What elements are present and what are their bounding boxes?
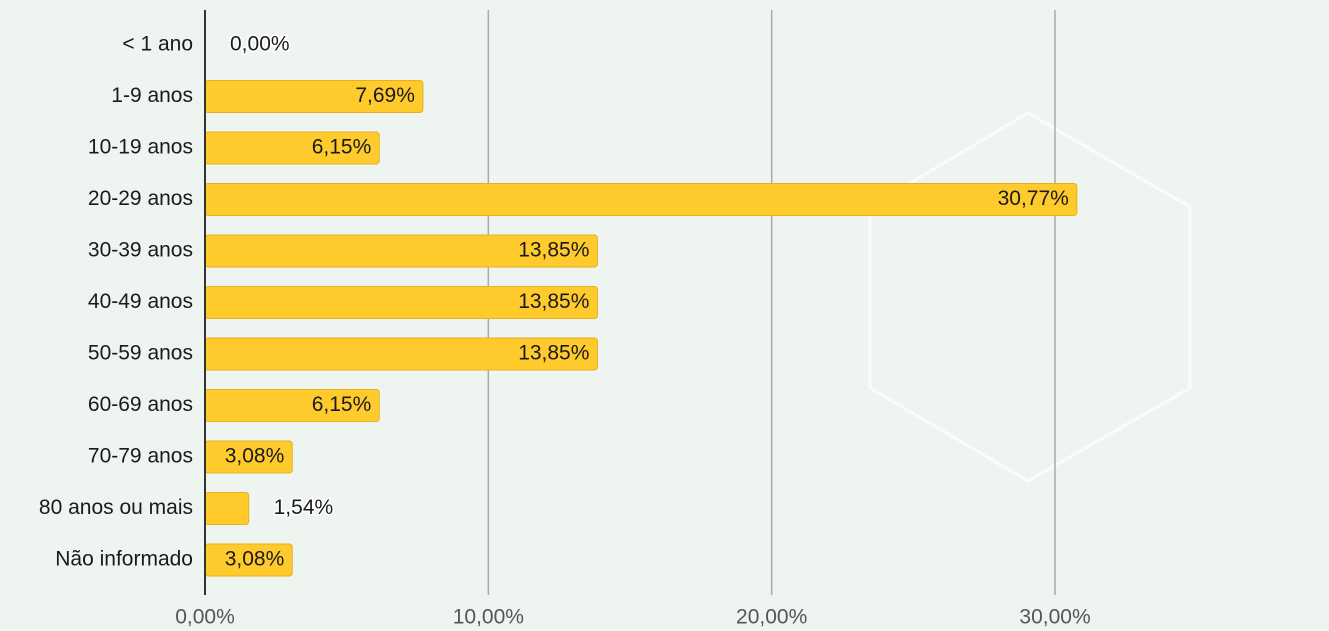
- y-tick-label: 80 anos ou mais: [39, 496, 193, 519]
- data-label: 30,77%: [998, 187, 1069, 210]
- data-label: 3,08%: [225, 445, 285, 468]
- y-tick-label: 50-59 anos: [88, 342, 193, 365]
- y-tick-label: < 1 ano: [122, 33, 193, 56]
- data-label: 0,00%: [230, 33, 290, 56]
- x-tick-label: 20,00%: [736, 606, 807, 629]
- y-tick-label: 1-9 anos: [111, 84, 193, 107]
- chart: 0,00% 10,00% 20,00% 30,00% < 1 ano 0,00% 1-9 a…: [0, 0, 1329, 631]
- bar: [205, 184, 1077, 216]
- x-tick-label: 10,00%: [453, 606, 524, 629]
- y-tick-label: 40-49 anos: [88, 290, 193, 313]
- background-decoration: [870, 113, 1190, 481]
- data-label: 13,85%: [518, 239, 589, 262]
- y-tick-label: Não informado: [55, 548, 193, 571]
- data-label: 6,15%: [312, 136, 372, 159]
- x-tick-label: 0,00%: [175, 606, 235, 629]
- page: {"chart_data": {"type": "bar", "orientat…: [0, 0, 1329, 631]
- x-tick-label: 30,00%: [1019, 606, 1090, 629]
- data-label: 3,08%: [225, 548, 285, 571]
- y-tick-label: 20-29 anos: [88, 187, 193, 210]
- y-tick-label: 10-19 anos: [88, 136, 193, 159]
- y-tick-label: 30-39 anos: [88, 239, 193, 262]
- data-label: 13,85%: [518, 290, 589, 313]
- bar: [205, 493, 249, 525]
- data-label: 7,69%: [355, 84, 415, 107]
- y-tick-label: 60-69 anos: [88, 393, 193, 416]
- data-label: 13,85%: [518, 342, 589, 365]
- data-label: 6,15%: [312, 393, 372, 416]
- y-tick-label: 70-79 anos: [88, 445, 193, 468]
- data-label: 1,54%: [274, 496, 334, 519]
